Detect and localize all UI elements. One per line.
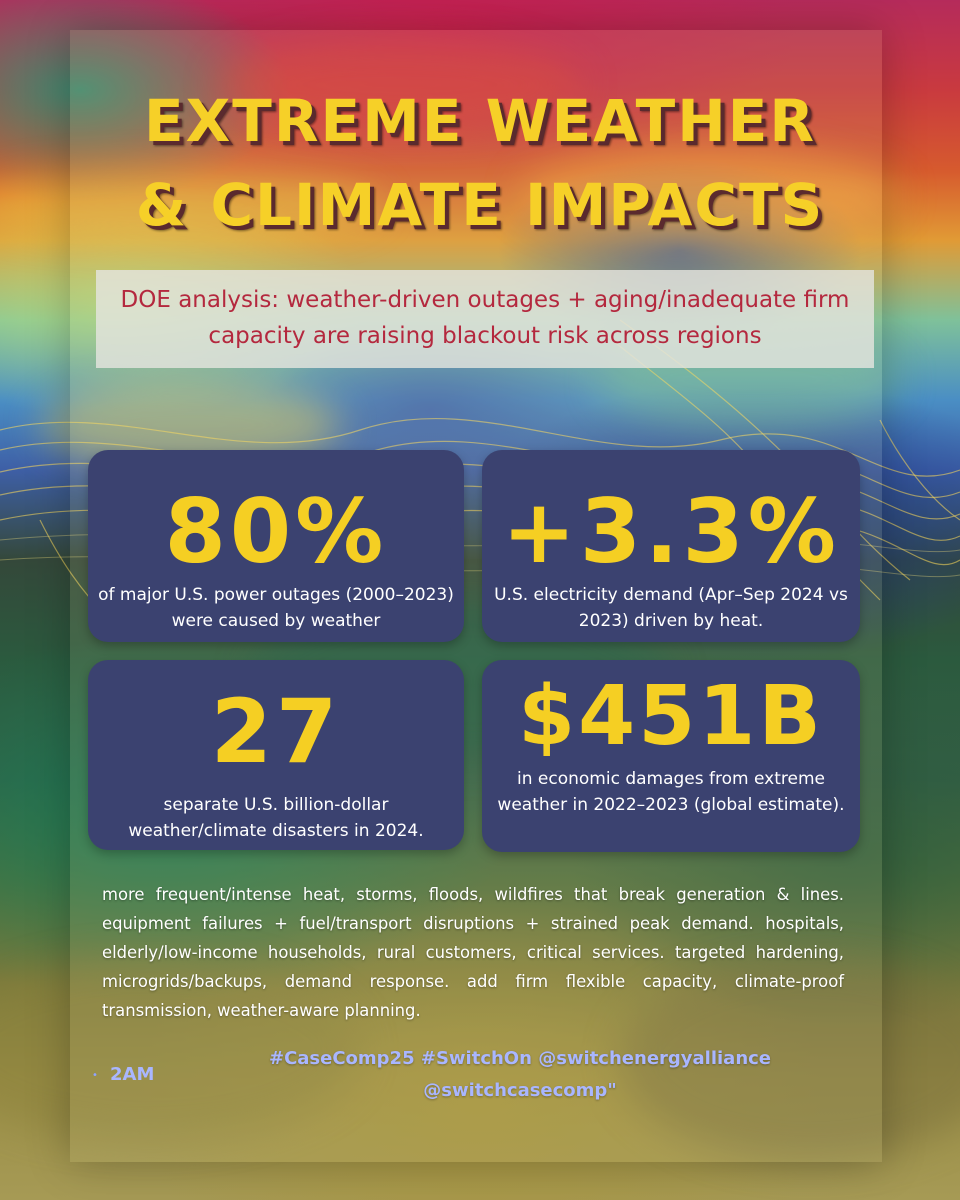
stat-card-demand: +3.3% U.S. electricity demand (Apr–Sep 2… bbox=[482, 450, 860, 642]
subtitle-banner bbox=[96, 270, 874, 368]
hashtags-line-2: @switchcasecomp" bbox=[423, 1080, 617, 1101]
stat-description-disasters: separate U.S. billion-dollar weather/cli… bbox=[128, 795, 424, 841]
footer-bullet: • bbox=[92, 1070, 98, 1081]
stat-value-damages: $451B bbox=[518, 669, 824, 764]
stat-card-damages: $451B in economic damages from extreme w… bbox=[482, 660, 860, 852]
footer-hashtags: #CaseComp25 #SwitchOn @switchenergyallia… bbox=[220, 1043, 820, 1107]
stat-value-disasters: 27 bbox=[210, 680, 342, 783]
footer-time: 2AM bbox=[110, 1064, 155, 1085]
stat-card-outages: 80% of major U.S. power outages (2000–20… bbox=[88, 450, 464, 642]
stat-card-disasters: 27 separate U.S. billion-dollar weather/… bbox=[88, 660, 464, 850]
headline-line-2: & CLIMATE IMPACTS bbox=[135, 171, 825, 239]
stat-description-damages: in economic damages from extreme weather… bbox=[497, 769, 845, 815]
stat-description-outages: of major U.S. power outages (2000–2023) … bbox=[98, 585, 454, 631]
subtitle-text: DOE analysis: weather-driven outages + a… bbox=[120, 287, 850, 349]
stat-value-outages: 80% bbox=[164, 480, 388, 583]
headline-line-1: EXTREME WEATHER bbox=[143, 87, 817, 155]
stat-description-demand: U.S. electricity demand (Apr–Sep 2024 vs… bbox=[494, 585, 848, 631]
hashtags-line-1: #CaseComp25 #SwitchOn @switchenergyallia… bbox=[268, 1048, 772, 1069]
stat-value-demand: +3.3% bbox=[502, 480, 840, 583]
body-paragraph: more frequent/intense heat, storms, floo… bbox=[102, 885, 844, 1020]
